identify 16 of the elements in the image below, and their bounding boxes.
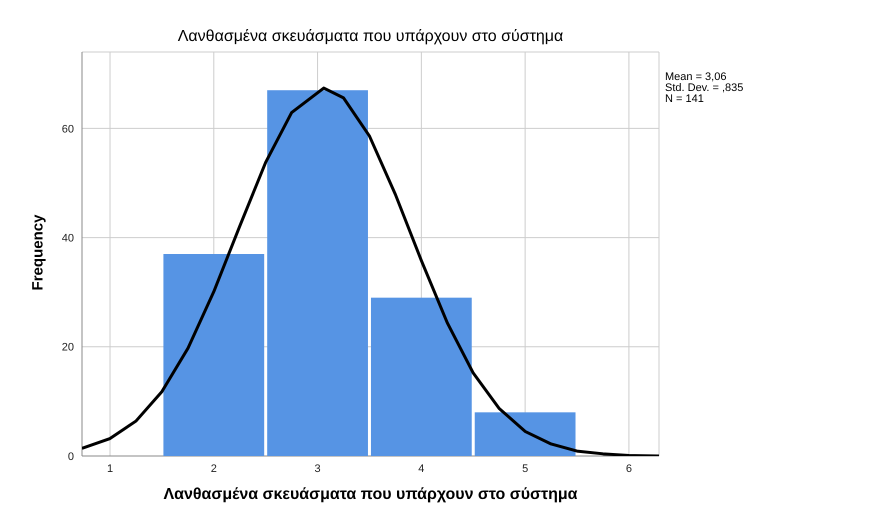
x-tick-label: 1 xyxy=(106,462,114,475)
x-axis-title: Λανθασμένα σκευάσματα που υπάρχουν στο σύστημα xyxy=(162,486,579,504)
x-tick-label: 6 xyxy=(626,462,632,475)
y-tick-label: 0 xyxy=(68,450,74,463)
x-tick-label: 4 xyxy=(418,462,424,475)
text: Mean = 3,06 xyxy=(665,71,728,83)
chart-title: Λανθασμένα σκευάσματα που υπάρχουν στο σύστημα xyxy=(176,28,564,46)
x-tick-label: 2 xyxy=(210,462,217,475)
x-tick-label: 5 xyxy=(522,462,528,475)
y-axis-title: Frequency xyxy=(30,214,46,292)
y-tick-label: 20 xyxy=(62,342,74,354)
text: Std. Dev. = ,835 xyxy=(665,82,744,94)
y-tick-label: 40 xyxy=(62,232,74,245)
y-tick-label: 60 xyxy=(62,123,74,136)
x-tick-label: 3 xyxy=(314,462,321,475)
text: N = 141 xyxy=(665,93,705,105)
